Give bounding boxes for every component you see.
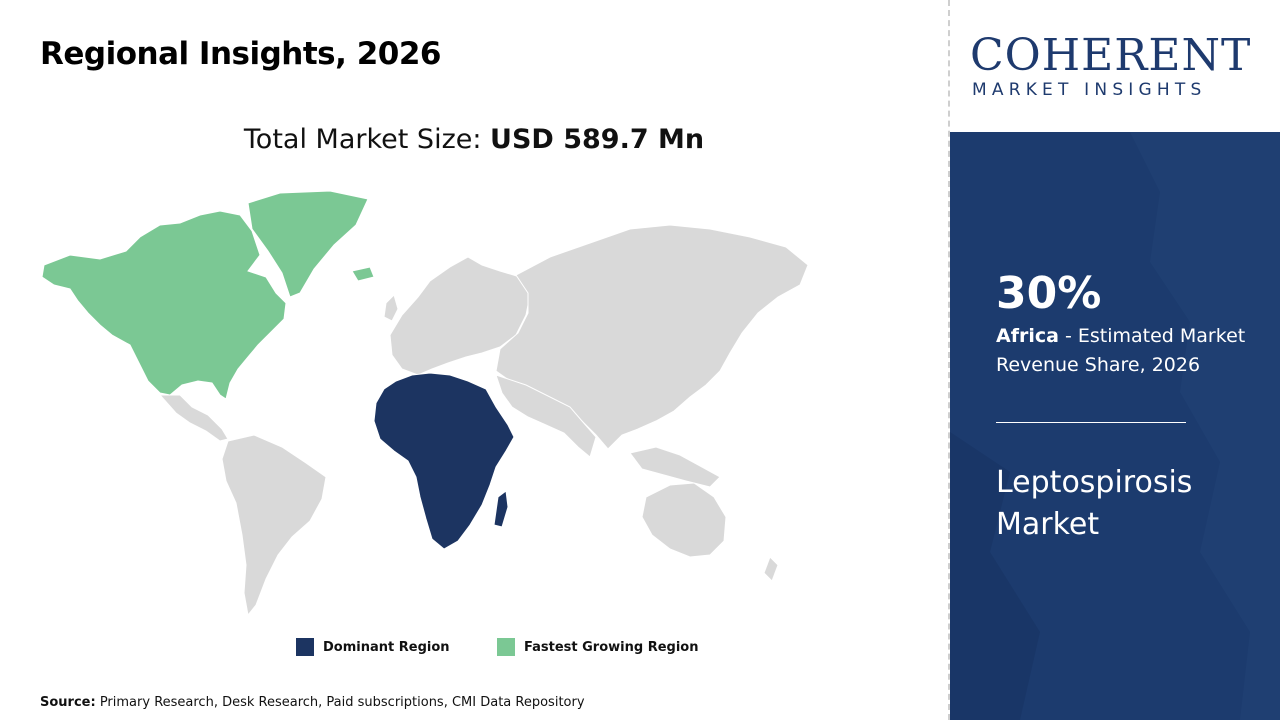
market-name: Leptospirosis Market <box>996 465 1193 542</box>
map-greenland <box>247 190 369 298</box>
total-market-value: USD 589.7 Mn <box>490 124 705 155</box>
map-south-america <box>221 434 327 617</box>
divider <box>948 0 950 720</box>
logo-tagline: MARKET INSIGHTS <box>972 80 1207 100</box>
map-north-america <box>41 210 287 400</box>
map-se-asia <box>629 446 721 488</box>
total-market-label: Total Market Size: <box>243 124 491 155</box>
logo-wordmark: COHERENT <box>970 30 1252 81</box>
legend-fastest: Fastest Growing Region <box>497 638 698 656</box>
share-percent: 30% <box>996 268 1102 319</box>
source-label: Source: <box>40 695 96 710</box>
map-australia <box>641 482 727 558</box>
map-middle-east <box>495 374 597 458</box>
legend-swatch-fastest <box>497 638 515 656</box>
source-text: Primary Research, Desk Research, Paid su… <box>95 695 585 710</box>
map-new-zealand <box>763 556 779 582</box>
legend-swatch-dominant <box>296 638 314 656</box>
source-note: Source: Primary Research, Desk Research,… <box>40 695 585 710</box>
page-title: Regional Insights, 2026 <box>40 36 441 72</box>
legend-label-dominant: Dominant Region <box>323 639 450 655</box>
share-text: - Estimated Market Revenue Share, 2026 <box>996 325 1246 376</box>
legend-dominant: Dominant Region <box>296 638 450 656</box>
map-asia <box>495 224 809 450</box>
total-market-size: Total Market Size: USD 589.7 Mn <box>0 124 948 155</box>
world-map <box>41 190 809 617</box>
highlight-panel: 30% Africa - Estimated Market Revenue Sh… <box>950 132 1280 720</box>
map-madagascar <box>493 490 509 528</box>
legend-label-fastest: Fastest Growing Region <box>524 639 699 655</box>
panel-divider <box>996 422 1186 423</box>
map-central-america <box>158 394 229 442</box>
map-iceland <box>351 266 375 282</box>
map-europe <box>389 256 531 376</box>
share-region: Africa <box>996 325 1059 347</box>
insights-area: Regional Insights, 2026 Total Market Siz… <box>0 36 948 710</box>
share-description: Africa - Estimated Market Revenue Share,… <box>996 322 1266 380</box>
brand-logo: COHERENT MARKET INSIGHTS <box>950 0 1280 132</box>
map-uk <box>383 294 399 322</box>
map-africa <box>373 372 515 550</box>
panel-texture <box>950 132 1280 720</box>
